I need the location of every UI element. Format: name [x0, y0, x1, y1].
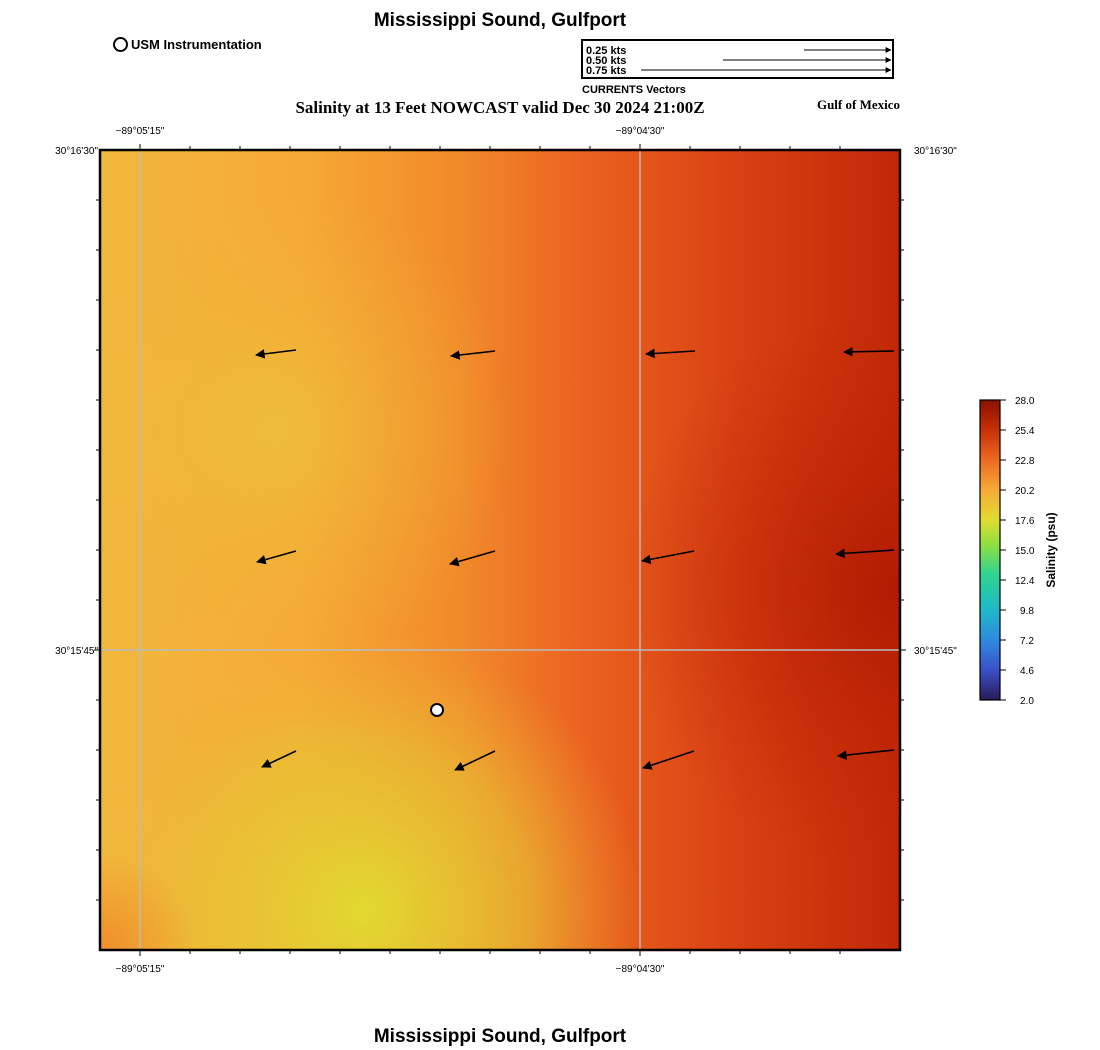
colorbar-scale	[979, 399, 1001, 701]
vector-legend-label-1: 0.25 kts	[586, 45, 626, 57]
current-vector-arrow	[843, 347, 895, 357]
lon-label-bottom-2: −89°04'30"	[616, 964, 665, 975]
colorbar-tick-label: 4.6	[1020, 666, 1034, 677]
colorbar-tick-label: 12.4	[1015, 576, 1035, 587]
usm-station-marker[interactable]	[430, 703, 444, 717]
current-vector-arrow	[454, 750, 496, 771]
map-footer-title: Mississippi Sound, Gulfport	[373, 1026, 627, 1047]
colorbar-title: Salinity (psu)	[1044, 512, 1058, 587]
current-vector-arrow	[261, 750, 297, 768]
lat-label-left-2: 30°15'45"	[55, 646, 98, 657]
colorbar-tick-label: 7.2	[1020, 636, 1034, 647]
graticule	[100, 150, 900, 950]
lon-label-top-2: −89°04'30"	[616, 126, 665, 137]
salinity-field	[100, 150, 900, 950]
current-vector-arrow	[449, 550, 496, 567]
map-title: Mississippi Sound, Gulfport	[373, 10, 627, 31]
colorbar-tick-label: 28.0	[1015, 396, 1035, 407]
vector-legend-arrows: 0.25 kts 0.50 kts 0.75 kts	[586, 45, 892, 77]
lat-label-left-1: 30°16'30"	[55, 146, 98, 157]
frame-ticks	[94, 144, 906, 956]
colorbar-tick-label: 20.2	[1015, 486, 1035, 497]
current-vector-arrow	[255, 349, 297, 359]
current-vector-arrow	[450, 350, 496, 360]
colorbar-tick-label: 17.6	[1015, 516, 1035, 527]
colorbar-tick-label: 15.0	[1015, 546, 1035, 557]
current-vector-arrow	[837, 749, 895, 760]
lat-label-right-2: 30°15'45"	[914, 646, 957, 657]
lon-label-top-1: −89°05'15"	[116, 126, 165, 137]
current-vector-arrow	[256, 550, 297, 565]
station-legend: USM Instrumentation	[113, 37, 262, 52]
vector-legend-label-3: 0.75 kts	[586, 65, 626, 77]
vector-legend-box: 0.25 kts 0.50 kts 0.75 kts	[581, 39, 894, 79]
colorbar-tick-label: 2.0	[1020, 696, 1034, 707]
colorbar-tick-label: 9.8	[1020, 606, 1034, 617]
colorbar-tick-label: 25.4	[1015, 426, 1035, 437]
current-vector-arrow	[645, 348, 696, 359]
current-vector-arrow	[835, 548, 895, 559]
lat-label-right-1: 30°16'30"	[914, 146, 957, 157]
map-subtitle: Salinity at 13 Feet NOWCAST valid Dec 30…	[295, 98, 705, 117]
station-legend-label: USM Instrumentation	[131, 37, 262, 52]
colorbar: 28.0 25.4 22.8 20.2 17.6 15.0 12.4 9.8 7…	[979, 396, 1058, 707]
current-vector-arrow	[641, 550, 695, 565]
colorbar-tick-label: 22.8	[1015, 456, 1035, 467]
vector-legend-label-2: 0.50 kts	[586, 55, 626, 67]
vector-legend-caption: CURRENTS Vectors	[582, 84, 686, 96]
current-vectors	[255, 347, 895, 771]
station-circle-icon	[113, 37, 128, 52]
lon-label-bottom-1: −89°05'15"	[116, 964, 165, 975]
region-label: Gulf of Mexico	[816, 97, 900, 112]
current-vector-arrow	[642, 750, 695, 770]
